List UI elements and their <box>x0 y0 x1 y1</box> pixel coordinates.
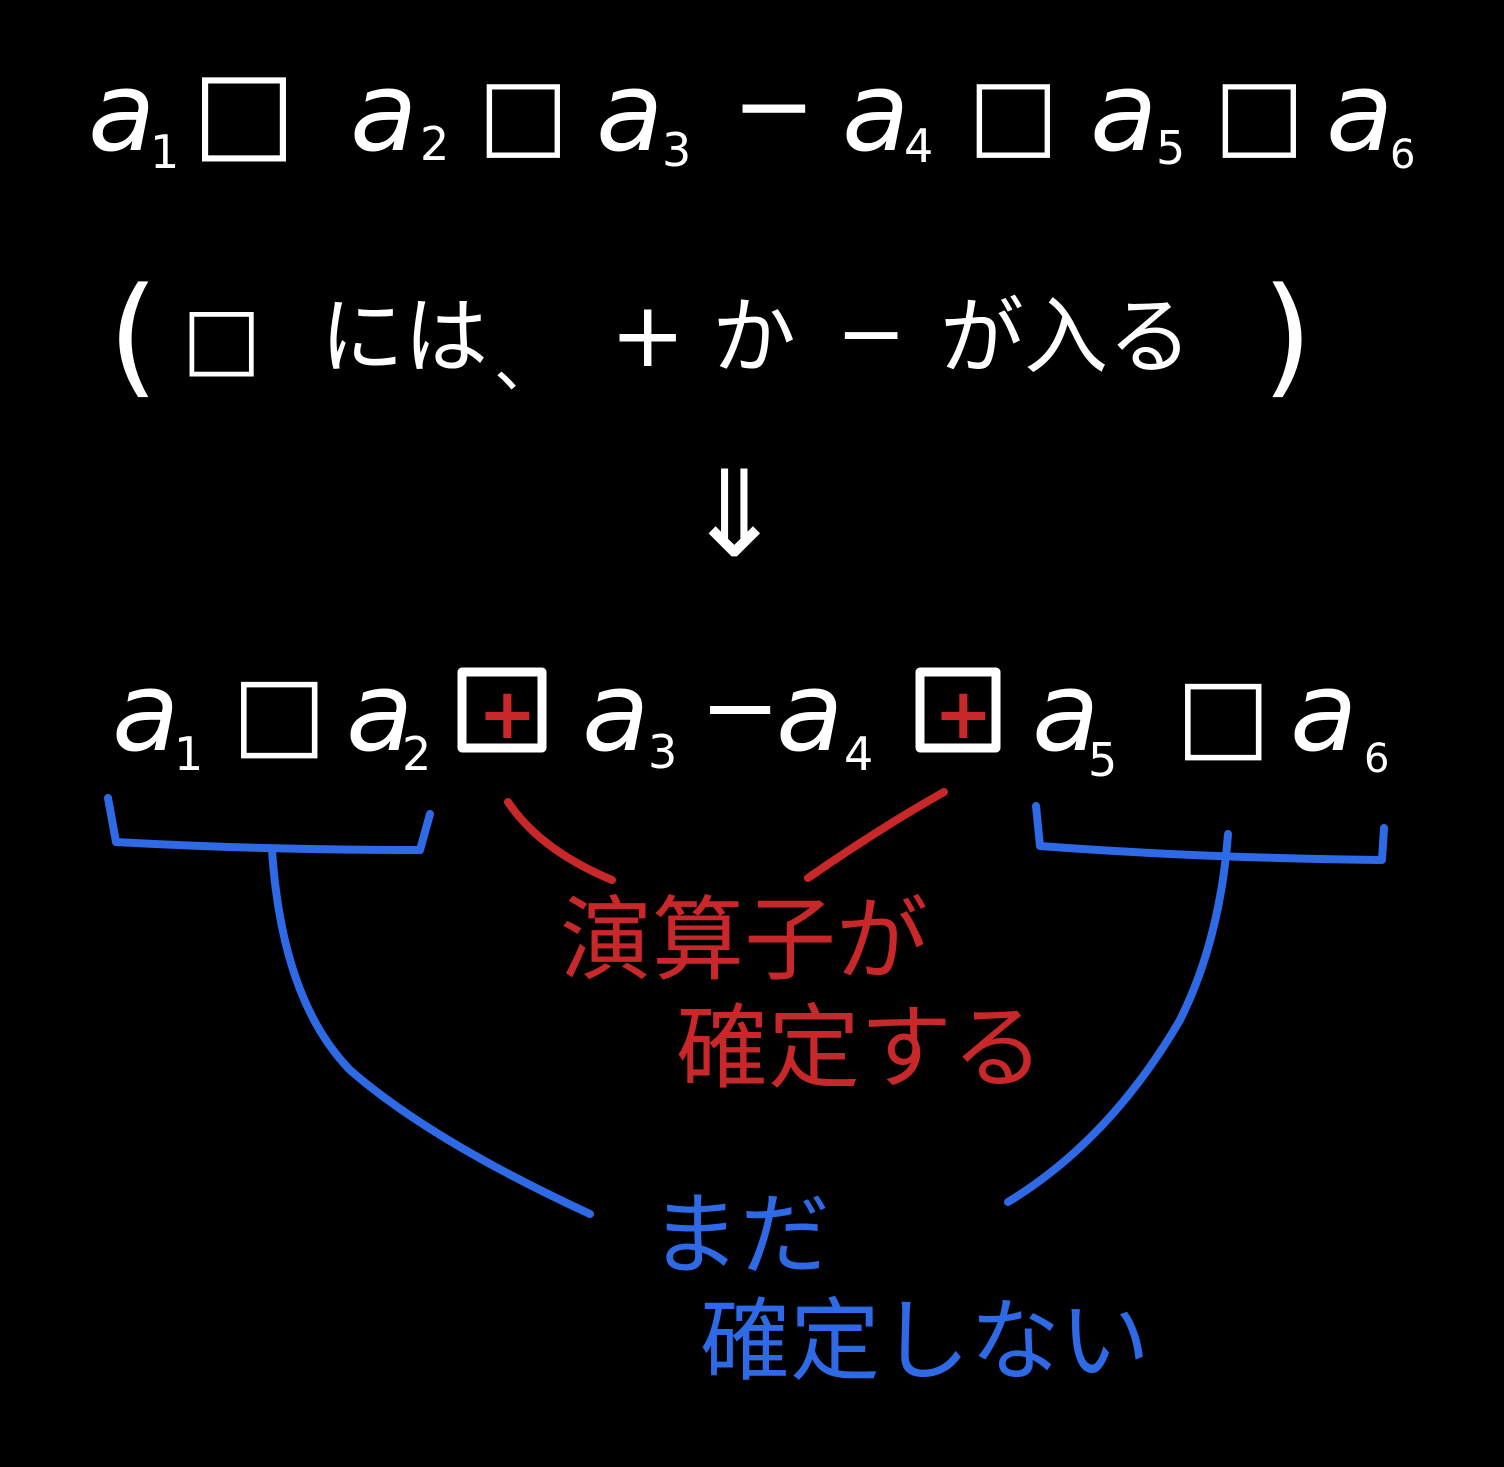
fixed-plus-sign-2: + <box>934 673 993 755</box>
red-label-line-2: 確定する <box>676 995 1044 1102</box>
expression-line-1: a 1 □ a 2 □ a 3 − a 4 □ a 5 □ a 6 <box>88 46 1415 179</box>
fixed-plus-sign-1: + <box>478 673 537 755</box>
note-text-ka: か <box>712 288 796 386</box>
blue-label: まだ 確定しない <box>650 1183 1150 1394</box>
sub-2: 2 <box>420 117 449 171</box>
op2-box-2: □ <box>1176 655 1270 772</box>
op-box-2: □ <box>478 57 569 169</box>
note-comma: 、 <box>494 328 558 402</box>
sub-1: 1 <box>150 125 179 179</box>
unfixed-annotation <box>104 794 1388 1218</box>
term-a2: a <box>350 48 417 176</box>
term2-a6: a <box>1290 648 1357 776</box>
term2-a2: a <box>346 648 413 776</box>
op2-minus: − <box>700 651 780 763</box>
note-open-paren: ( <box>108 259 159 411</box>
blue-label-line-1: まだ <box>650 1183 830 1288</box>
note-line: ( □ には 、 + か − が入る ) <box>108 259 1313 411</box>
op-box-1: □ <box>192 46 296 174</box>
note-box-symbol: □ <box>182 288 261 386</box>
note-plus: + <box>610 283 685 388</box>
term-a1: a <box>88 48 155 176</box>
fixed-plus-box-1: + <box>457 667 547 755</box>
term2-a1: a <box>112 648 179 776</box>
expression-line-2: a 1 □ a 2 + a 3 − a 4 + a 5 □ a 6 <box>112 648 1389 787</box>
left-bracket <box>104 794 434 854</box>
sub2-5: 5 <box>1088 733 1117 787</box>
note-minus: − <box>836 284 906 382</box>
op-box-4: □ <box>1214 57 1305 169</box>
red-curve-left <box>504 798 616 884</box>
red-label: 演算子が 確定する <box>560 887 1044 1102</box>
op-box-3: □ <box>968 57 1059 169</box>
fixed-plus-box-2: + <box>915 667 1001 755</box>
sub2-1: 1 <box>174 727 203 781</box>
term-a4: a <box>842 48 909 176</box>
term2-a4: a <box>776 648 843 776</box>
red-curve-right <box>804 788 948 882</box>
sub2-3: 3 <box>648 725 677 779</box>
left-curve <box>268 846 594 1218</box>
term-a5: a <box>1090 48 1157 176</box>
note-text-niwa: には <box>320 288 488 386</box>
fixed-annotation <box>504 788 948 884</box>
sub-4: 4 <box>904 119 933 173</box>
implies-arrow: ⇓ <box>684 446 785 585</box>
sub2-2: 2 <box>402 727 431 781</box>
note-text-gahairu: が入る <box>940 288 1192 386</box>
sub-3: 3 <box>662 123 691 177</box>
term-a6: a <box>1326 48 1393 176</box>
sub2-6: 6 <box>1364 736 1389 782</box>
fixed-box-outline-1 <box>457 667 547 753</box>
sub-6: 6 <box>1390 132 1415 178</box>
fixed-box-outline-2 <box>915 667 1001 753</box>
right-curve <box>1004 830 1232 1206</box>
sub-5: 5 <box>1156 121 1185 175</box>
term2-a3: a <box>582 648 649 776</box>
red-label-line-1: 演算子が <box>560 887 928 994</box>
term-a3: a <box>596 48 663 176</box>
blue-label-line-2: 確定しない <box>700 1289 1150 1394</box>
op-minus-1: − <box>732 47 816 164</box>
term2-a5: a <box>1032 648 1099 776</box>
op2-box-1: □ <box>232 653 326 770</box>
sub2-4: 4 <box>844 727 873 781</box>
right-bracket <box>1032 802 1388 864</box>
note-close-paren: ) <box>1262 259 1313 411</box>
